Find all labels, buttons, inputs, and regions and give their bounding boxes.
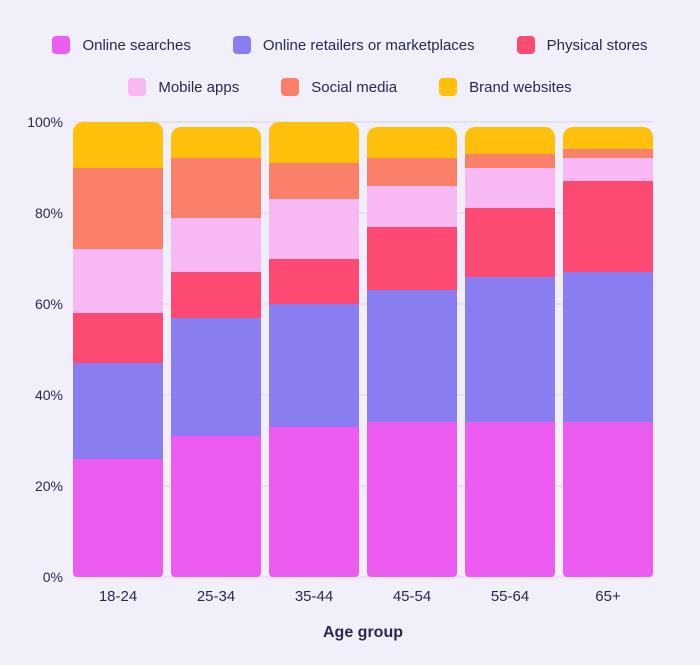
bar-segment xyxy=(269,304,359,427)
bar-segment xyxy=(367,226,457,291)
bar-segment xyxy=(563,422,653,577)
bar-segment xyxy=(73,313,163,364)
legend-item: Brand websites xyxy=(439,78,572,96)
gridline xyxy=(73,121,653,123)
bar-segment xyxy=(367,126,457,159)
bar-segment xyxy=(269,162,359,200)
bar-segment xyxy=(563,126,653,150)
legend-swatch-icon xyxy=(52,36,71,54)
grid-layer xyxy=(73,121,653,578)
bar-segment xyxy=(563,158,653,182)
bar-65+ xyxy=(563,126,653,577)
y-tick-label: 20% xyxy=(34,478,63,494)
bar-segment xyxy=(73,249,163,314)
y-tick-label: 80% xyxy=(34,205,63,221)
bar-segment xyxy=(171,126,261,159)
bar-segment xyxy=(563,149,653,159)
gridline xyxy=(73,576,653,578)
gridline xyxy=(73,394,653,396)
bar-segment xyxy=(465,276,555,423)
bar-segment xyxy=(171,435,261,577)
legend-row: Mobile apps Social media Brand websites xyxy=(128,78,572,96)
legend-label: Online searches xyxy=(82,36,191,54)
legend-item: Social media xyxy=(281,78,397,96)
bar-segment xyxy=(367,290,457,423)
legend-swatch-icon xyxy=(232,36,251,54)
bar-segment xyxy=(465,422,555,577)
bar-segment xyxy=(367,422,457,577)
y-tick-label: 0% xyxy=(42,569,63,585)
bar-segment xyxy=(367,185,457,227)
y-tick-label: 100% xyxy=(27,114,63,130)
bar-45-54 xyxy=(367,126,457,577)
gridline xyxy=(73,303,653,305)
x-axis-tick-labels: 18-24 25-34 35-44 45-54 55-64 65+ xyxy=(73,588,653,605)
bar-segment xyxy=(465,208,555,277)
legend-row: Online searches Online retailers or marke… xyxy=(52,36,648,54)
bars-layer xyxy=(73,122,653,577)
legend-swatch-icon xyxy=(516,36,535,54)
gridline xyxy=(73,212,653,214)
legend-label: Online retailers or marketplaces xyxy=(262,36,475,54)
bar-segment xyxy=(269,258,359,305)
legend-swatch-icon xyxy=(128,78,147,96)
y-axis-tick-labels: 0% 20% 40% 60% 80% 100% xyxy=(0,114,63,585)
legend-item: Physical stores xyxy=(516,36,648,54)
bar-segment xyxy=(269,199,359,259)
bar-segment xyxy=(465,153,555,168)
legend-swatch-icon xyxy=(439,78,458,96)
x-tick-label: 55-64 xyxy=(490,588,530,605)
bar-18-24 xyxy=(73,122,163,577)
y-tick-label: 40% xyxy=(34,387,63,403)
chart-legend: Online searches Online retailers or marke… xyxy=(0,36,700,96)
legend-item: Online searches xyxy=(52,36,191,54)
bar-segment xyxy=(465,167,555,209)
x-tick-label: 18-24 xyxy=(98,588,138,605)
legend-label: Physical stores xyxy=(546,36,648,54)
x-tick-label: 65+ xyxy=(595,588,621,605)
bar-55-64 xyxy=(465,126,555,577)
bar-segment xyxy=(171,317,261,436)
legend-label: Social media xyxy=(311,78,398,96)
bar-segment xyxy=(73,363,163,459)
bar-segment xyxy=(73,167,163,250)
bar-segment xyxy=(73,458,163,577)
legend-item: Mobile apps xyxy=(128,78,239,96)
bar-segment xyxy=(563,272,653,423)
bar-segment xyxy=(563,181,653,273)
bar-segment xyxy=(269,426,359,577)
legend-swatch-icon xyxy=(281,78,300,96)
legend-label: Brand websites xyxy=(469,78,572,96)
legend-label: Mobile apps xyxy=(158,78,240,96)
bar-25-34 xyxy=(171,126,261,577)
gridline xyxy=(73,485,653,487)
x-tick-label: 35-44 xyxy=(294,588,334,605)
bar-35-44 xyxy=(269,122,359,577)
x-tick-label: 45-54 xyxy=(392,588,432,605)
bar-segment xyxy=(171,158,261,218)
legend-item: Online retailers or marketplaces xyxy=(232,36,475,54)
bar-segment xyxy=(269,122,359,163)
x-tick-label: 25-34 xyxy=(196,588,236,605)
bar-segment xyxy=(465,126,555,154)
plot-area xyxy=(73,121,653,578)
x-axis-title: Age group xyxy=(323,624,403,641)
bar-segment xyxy=(171,272,261,318)
bar-segment xyxy=(73,122,163,168)
bar-segment xyxy=(171,217,261,273)
bar-segment xyxy=(367,158,457,186)
y-tick-label: 60% xyxy=(34,296,63,312)
